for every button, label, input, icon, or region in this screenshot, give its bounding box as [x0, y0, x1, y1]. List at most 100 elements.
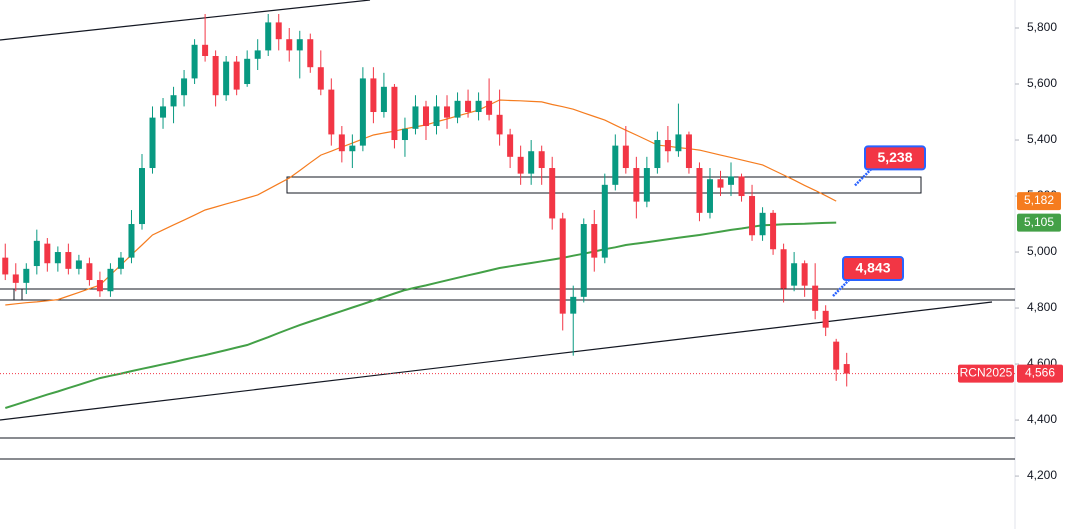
candle-body [107, 268, 114, 292]
symbol-label: RCN2025 [960, 366, 1013, 380]
candle-body [549, 168, 556, 219]
candle-body [349, 145, 356, 152]
candle-body [275, 22, 282, 40]
candle-body [2, 257, 9, 275]
candle-body [822, 310, 829, 328]
candle-body [591, 224, 598, 258]
y-tick-label: 5,000 [1027, 244, 1057, 258]
y-tick-label: 4,400 [1027, 412, 1057, 426]
candle-body [843, 364, 850, 374]
candle-body [717, 179, 724, 188]
candle-body [96, 280, 103, 292]
candle-body [706, 179, 713, 213]
candle-body [633, 168, 640, 202]
y-tick-label: 5,400 [1027, 132, 1057, 146]
moving-average [5, 221, 837, 409]
candle-body [401, 128, 408, 141]
trend-line [0, 0, 371, 41]
candle-body [223, 61, 230, 96]
price-tag-label: 4,566 [1025, 366, 1055, 380]
candle-body [160, 106, 167, 118]
candle-body [601, 184, 608, 258]
candle-body [780, 249, 787, 289]
candle-body [170, 95, 177, 107]
candle-body [496, 114, 503, 135]
price-tag [1017, 364, 1063, 383]
candle-body [307, 39, 314, 68]
candle-body [422, 106, 429, 127]
candle-body [54, 252, 61, 264]
candle-body [317, 67, 324, 90]
candle-body [433, 106, 440, 127]
candle-body [370, 78, 377, 113]
candle-body [328, 89, 335, 135]
candle-body [191, 44, 198, 79]
candle-body [117, 257, 124, 269]
candle-body [23, 268, 30, 283]
candle-body [149, 117, 156, 169]
candle-body [265, 22, 272, 51]
candle-body [128, 224, 135, 258]
candle-body [664, 140, 671, 152]
candle-body [380, 86, 387, 113]
candle-body [181, 78, 188, 96]
candle-body [44, 243, 51, 264]
candle-body [685, 134, 692, 169]
price-tag-label: 5,105 [1024, 215, 1054, 229]
candle-body [559, 218, 566, 314]
callout-pointer [832, 279, 850, 297]
callout-label: 5,238 [877, 149, 912, 165]
candle-body [643, 168, 650, 202]
candle-body [528, 151, 535, 174]
callout-box [842, 256, 904, 282]
candle-body [507, 134, 514, 157]
moving-average [5, 99, 837, 306]
candle-body [65, 252, 72, 269]
candle-body [517, 156, 524, 174]
candle-body [486, 100, 493, 115]
candle-body [770, 212, 777, 250]
candle-body [833, 341, 840, 370]
candle-body [580, 224, 587, 297]
price-tag [1017, 192, 1061, 211]
candle-body [86, 263, 93, 281]
candle-body [465, 100, 472, 113]
candle-body [412, 106, 419, 129]
zone-box [13, 288, 23, 301]
candle-body [654, 140, 661, 169]
y-tick-label: 5,600 [1027, 76, 1057, 90]
candle-body [622, 145, 629, 169]
candle-body [696, 168, 703, 213]
candle-body [138, 168, 145, 225]
candle-body [749, 196, 756, 236]
candle-body [212, 56, 219, 96]
candle-body [296, 39, 303, 51]
price-tag-label: 5,182 [1024, 193, 1054, 207]
candle-body [33, 240, 40, 267]
candle-body [359, 78, 366, 146]
candle-body [812, 285, 819, 311]
candle-body [791, 263, 798, 286]
candle-body [612, 145, 619, 185]
candle-body [570, 296, 577, 314]
candle-body [475, 100, 482, 113]
y-tick-label: 4,800 [1027, 300, 1057, 314]
candle-body [338, 134, 345, 152]
candle-body [728, 176, 735, 185]
candle-body [738, 176, 745, 197]
trend-line [0, 301, 993, 421]
candle-body [75, 260, 82, 269]
candle-body [233, 61, 240, 90]
candle-body [759, 212, 766, 236]
candle-body [675, 134, 682, 152]
callout-box [864, 145, 926, 171]
candle-body [801, 263, 808, 286]
callout-pointer [854, 168, 872, 187]
candle-body [286, 39, 293, 51]
y-tick-label: 5,800 [1027, 20, 1057, 34]
candle-body [254, 50, 261, 59]
price-tag [1017, 213, 1061, 232]
candle-body [244, 58, 251, 85]
callout-label: 4,843 [855, 260, 890, 276]
